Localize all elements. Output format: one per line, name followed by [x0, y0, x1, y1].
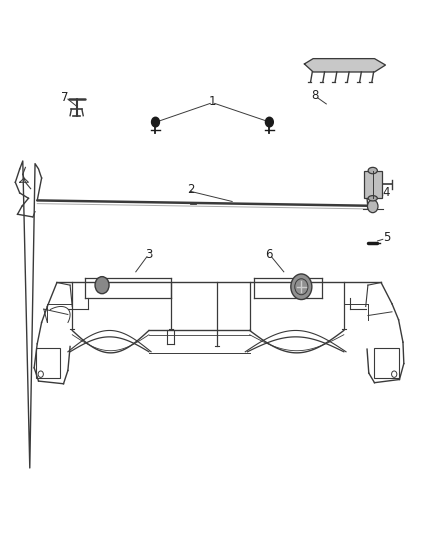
Text: 5: 5 — [383, 231, 390, 244]
Circle shape — [367, 200, 378, 213]
Polygon shape — [304, 59, 385, 72]
Circle shape — [265, 117, 273, 127]
Text: 3: 3 — [145, 248, 152, 261]
Bar — [374, 348, 399, 378]
Text: 8: 8 — [311, 90, 318, 102]
Circle shape — [152, 117, 159, 127]
Text: 1: 1 — [208, 95, 216, 108]
Bar — [364, 171, 382, 198]
Text: 7: 7 — [61, 91, 69, 103]
Text: 2: 2 — [187, 183, 194, 196]
Ellipse shape — [368, 167, 377, 174]
Circle shape — [291, 274, 312, 300]
Text: 4: 4 — [382, 187, 390, 199]
Circle shape — [95, 277, 109, 294]
Text: 6: 6 — [265, 248, 273, 261]
Bar — [36, 348, 60, 378]
Ellipse shape — [368, 196, 377, 201]
